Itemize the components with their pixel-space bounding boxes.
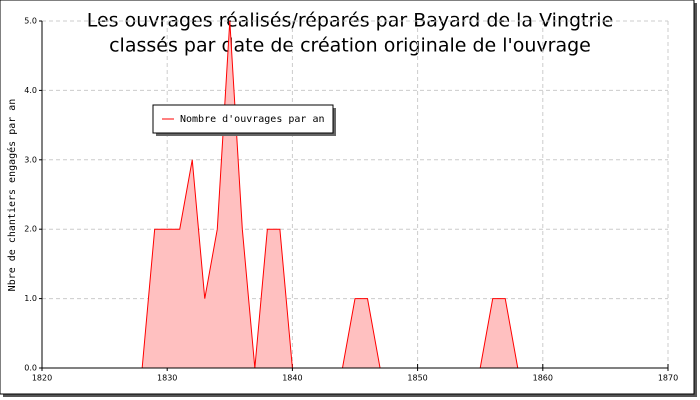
x-tick-label: 1850 bbox=[407, 374, 427, 383]
chart-subtitle: classés par date de création originale d… bbox=[109, 35, 591, 57]
x-tick-label: 1820 bbox=[32, 374, 52, 383]
y-tick-label: 4.0 bbox=[24, 86, 37, 95]
y-tick-label: 1.0 bbox=[24, 294, 37, 303]
y-tick-label: 5.0 bbox=[24, 17, 37, 26]
x-tick-label: 1830 bbox=[157, 374, 177, 383]
y-axis-label: Nbre de chantiers engagés par an bbox=[6, 99, 18, 292]
area bbox=[142, 21, 518, 368]
x-tick-label: 1860 bbox=[533, 374, 553, 383]
x-tick-label: 1870 bbox=[658, 374, 678, 383]
legend-label: Nombre d'ouvrages par an bbox=[180, 114, 325, 125]
y-tick-label: 3.0 bbox=[24, 155, 37, 164]
y-tick-label: 2.0 bbox=[24, 225, 37, 234]
y-tick-label: 0.0 bbox=[24, 364, 37, 373]
x-tick-label: 1840 bbox=[282, 374, 302, 383]
legend-box bbox=[152, 104, 334, 134]
